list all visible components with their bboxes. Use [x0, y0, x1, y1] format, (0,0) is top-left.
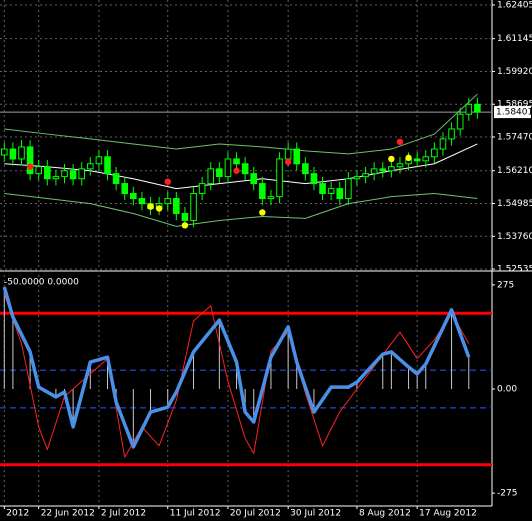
x-tick-label: 8 Aug 2012 [359, 509, 411, 519]
signal-dot [284, 158, 292, 166]
candle-body [26, 146, 34, 175]
candle-body [259, 183, 266, 200]
candle-body [173, 198, 180, 215]
candle-body [439, 138, 447, 150]
candle-body [207, 168, 215, 185]
y-tick-label: 1.56210 [497, 166, 532, 176]
candle-body [336, 188, 344, 200]
candle-body [216, 168, 223, 178]
candle-body [267, 196, 275, 200]
candle-body [181, 213, 189, 221]
oscillator-line [3, 294, 470, 458]
candle-body [44, 166, 51, 180]
candle-body [69, 170, 77, 180]
candle-body [198, 183, 206, 194]
candle-body [474, 103, 481, 113]
x-tick-label: 22 Jun 2012 [41, 509, 95, 519]
indicator-line [4, 93, 478, 155]
y-tick-label: 275 [497, 280, 514, 290]
signal-dot [405, 154, 412, 162]
candle-body [121, 183, 129, 194]
candle-body [413, 158, 421, 162]
candle-body [327, 188, 335, 194]
candle-body [302, 163, 309, 175]
last-price-box [494, 106, 531, 119]
candle-body [164, 198, 172, 205]
x-tick-label: 11 Jul 2012 [170, 509, 221, 519]
candle-body [130, 192, 137, 200]
x-tick-label: 17 Aug 2012 [419, 509, 477, 519]
candle-body [465, 103, 473, 115]
candle-body [431, 148, 438, 158]
y-tick-label: 1.58695 [497, 100, 532, 110]
candle-body [9, 148, 17, 160]
y-tick-label: 1.61145 [497, 34, 532, 44]
y-tick-label: 1.62405 [497, 0, 532, 10]
candle-body [52, 176, 60, 180]
candle-body [95, 156, 103, 165]
candle-body [233, 158, 240, 165]
candle-body [396, 163, 404, 168]
candle-body [388, 166, 395, 172]
candle-body [379, 168, 387, 172]
candle-body [112, 173, 120, 185]
x-tick-label: 2 Jul 2012 [101, 509, 146, 519]
signal-dot [164, 178, 171, 185]
candle-body [284, 148, 292, 160]
candle-body [422, 156, 430, 162]
candle-body [353, 176, 361, 180]
candle-body [319, 183, 326, 194]
candle-body [362, 173, 369, 178]
signal-dot [26, 163, 34, 170]
y-tick-label: 1.57470 [497, 133, 532, 143]
x-tick-label: 20 Jul 2012 [230, 509, 281, 519]
last-price-label: 1.58401 [496, 108, 532, 118]
candle-body [276, 158, 283, 198]
y-tick-label: 1.53760 [497, 232, 532, 242]
y-tick-label: 1.59920 [497, 67, 532, 77]
candle-body [18, 146, 25, 160]
indicator-line [4, 192, 478, 227]
y-tick-label: 1.54985 [497, 199, 532, 209]
candle-body [241, 163, 249, 175]
candle-body [448, 128, 455, 140]
x-tick-label: 2012 [6, 509, 29, 519]
candle-body [345, 178, 352, 200]
candle-body [138, 198, 146, 205]
y-tick-label: -275 [497, 489, 517, 499]
signal-dot [181, 222, 189, 229]
signal-dot [388, 155, 395, 163]
candle-body [1, 148, 8, 156]
signal-dot [396, 138, 404, 146]
signal-dot [147, 203, 154, 210]
candle-body [78, 168, 86, 180]
candle-body [310, 173, 318, 185]
candle-body [61, 170, 68, 178]
y-tick-label: 1.52535 [497, 265, 532, 275]
candle-body [87, 163, 94, 170]
candle-body [293, 148, 301, 165]
signal-dot [259, 209, 266, 216]
candle-body [104, 156, 111, 175]
signal-dot [155, 205, 163, 212]
candle-body [456, 113, 464, 130]
oscillator-line [2, 286, 471, 449]
candle-body [250, 173, 258, 185]
candle-body [370, 168, 378, 175]
candle-body [190, 192, 197, 221]
candle-body [35, 166, 43, 175]
x-tick-label: 30 Jul 2012 [290, 509, 341, 519]
candle-body [224, 158, 232, 178]
y-tick-label: 0.00 [497, 385, 517, 395]
indicator-header: -50.0000 0.0000 [4, 278, 79, 288]
signal-dot [233, 167, 240, 174]
